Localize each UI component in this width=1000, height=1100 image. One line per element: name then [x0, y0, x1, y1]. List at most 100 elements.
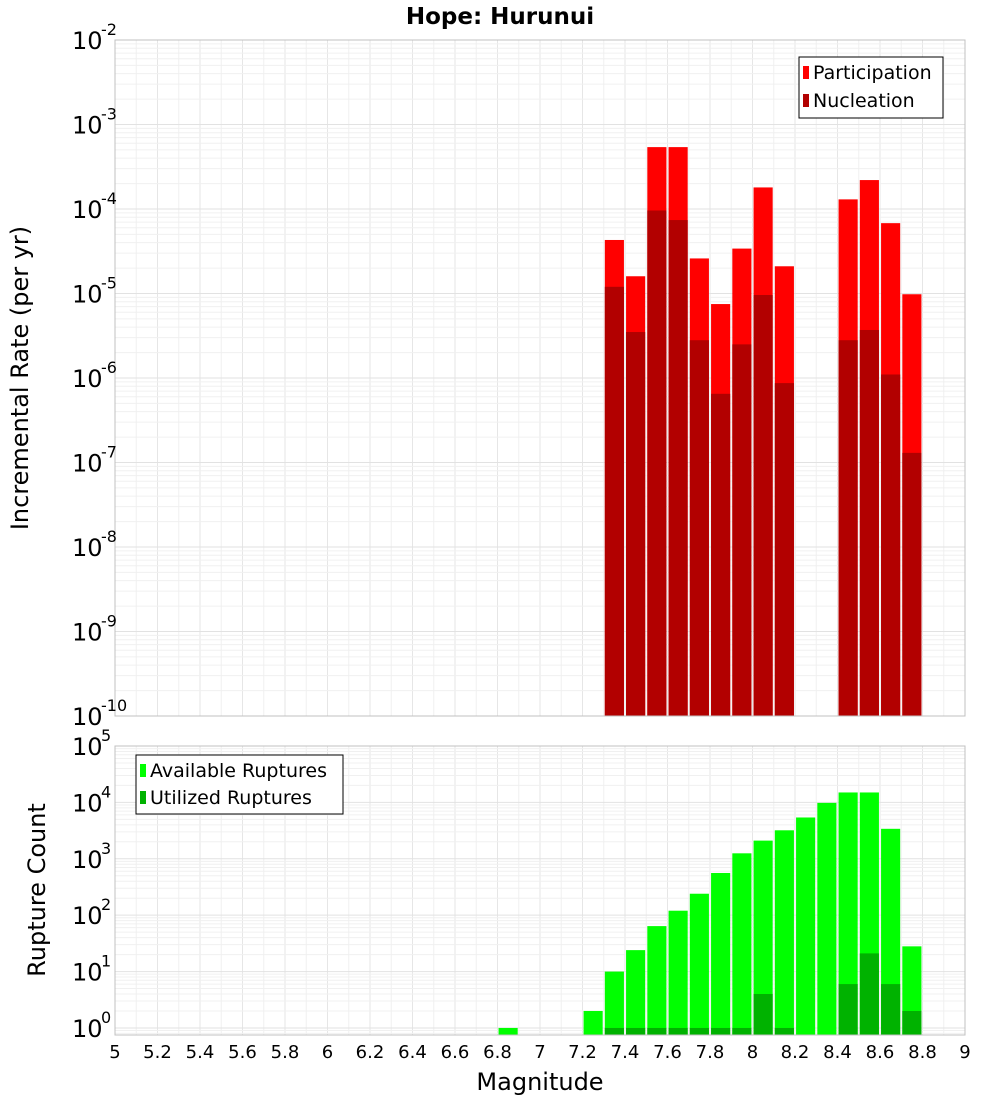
count-y-tick-base: 10	[72, 733, 103, 761]
available-bar	[604, 971, 624, 1035]
rate-legend-box	[798, 56, 944, 119]
available-bar	[732, 853, 752, 1035]
legend-label-available: Available Ruptures	[150, 760, 327, 782]
legend-label-participation: Participation	[813, 62, 932, 84]
utilized-bar	[689, 1027, 709, 1035]
x-tick-label: 6.2	[356, 1042, 385, 1063]
nucleation-bar	[881, 374, 901, 716]
available-bar	[817, 802, 837, 1035]
count-y-tick-exp: 4	[101, 782, 111, 801]
rate-y-tick-exp: -9	[101, 612, 117, 631]
utilized-bar	[604, 1027, 624, 1035]
nucleation-bar	[626, 332, 646, 716]
rate-y-tick-exp: -4	[101, 189, 117, 208]
x-tick-label: 5.6	[228, 1042, 257, 1063]
rate-plot-frame	[114, 39, 966, 717]
available-bar	[583, 1010, 603, 1035]
x-tick-label: 6.8	[483, 1042, 512, 1063]
x-tick-label: 5.4	[186, 1042, 215, 1063]
available-bar	[498, 1027, 518, 1035]
rate-y-tick-exp: -10	[101, 696, 127, 715]
x-tick-label: 5.8	[271, 1042, 300, 1063]
rate-y-tick-exp: -6	[101, 358, 117, 377]
nucleation-bar	[604, 286, 624, 716]
count-y-tick-exp: 5	[101, 726, 111, 745]
rate-y-tick-base: 10	[72, 281, 103, 309]
nucleation-bar	[647, 210, 667, 716]
nucleation-bar	[838, 340, 858, 716]
count-y-tick-exp: 3	[101, 839, 111, 858]
count-y-tick-exp: 0	[101, 1008, 111, 1027]
x-tick-label: 9	[959, 1042, 970, 1063]
nucleation-bar	[774, 383, 794, 716]
rate-y-tick-base: 10	[72, 703, 103, 731]
x-tick-label: 8.2	[781, 1042, 810, 1063]
utilized-bar	[626, 1027, 646, 1035]
utilized-bar	[668, 1027, 688, 1035]
legend-swatch-nucleation	[803, 94, 809, 107]
x-tick-label: 6.6	[441, 1042, 470, 1063]
rate-y-tick-exp: -5	[101, 274, 117, 293]
count-plot-frame	[114, 745, 966, 1036]
utilized-bar	[647, 1027, 667, 1035]
rate-y-tick-base: 10	[72, 450, 103, 478]
utilized-bar	[732, 1027, 752, 1035]
count-y-axis-label: Rupture Count	[23, 803, 51, 977]
nucleation-bar	[753, 294, 773, 716]
count-legend-box	[135, 754, 344, 815]
rate-y-tick-exp: -8	[101, 527, 117, 546]
rate-panel: 10-210-310-410-510-610-710-810-910-10 In…	[6, 20, 966, 731]
utilized-bar	[881, 984, 901, 1035]
rate-legend: Participation Nucleation	[798, 56, 944, 119]
legend-label-utilized: Utilized Ruptures	[150, 787, 312, 809]
x-tick-label: 8.4	[823, 1042, 852, 1063]
available-bar	[753, 840, 773, 1035]
x-tick-label: 7.2	[568, 1042, 597, 1063]
x-tick-label: 6.4	[398, 1042, 427, 1063]
legend-swatch-participation	[803, 66, 809, 79]
x-tick-label: 8	[747, 1042, 758, 1063]
utilized-bar	[838, 984, 858, 1035]
nucleation-bar	[859, 329, 879, 716]
count-y-tick-base: 10	[72, 902, 103, 930]
rate-y-tick-exp: -7	[101, 443, 117, 462]
available-bar	[838, 792, 858, 1035]
x-tick-label: 7.4	[611, 1042, 640, 1063]
x-tick-label: 8.6	[866, 1042, 895, 1063]
rate-y-ticks: 10-210-310-410-510-610-710-810-910-10	[72, 20, 127, 731]
utilized-bar	[859, 953, 879, 1035]
rate-bars	[114, 39, 966, 717]
count-y-tick-base: 10	[72, 846, 103, 874]
utilized-bar	[774, 1027, 794, 1035]
count-y-tick-base: 10	[72, 1015, 103, 1043]
count-bars	[114, 745, 966, 1036]
available-bar	[647, 926, 667, 1035]
x-tick-label: 7.6	[653, 1042, 682, 1063]
rate-y-tick-base: 10	[72, 112, 103, 140]
rate-y-tick-base: 10	[72, 619, 103, 647]
count-y-tick-exp: 2	[101, 895, 111, 914]
legend-label-nucleation: Nucleation	[813, 90, 915, 112]
legend-swatch-available	[140, 764, 146, 777]
available-bar	[668, 910, 688, 1035]
x-tick-label: 8.8	[908, 1042, 937, 1063]
nucleation-bar	[711, 393, 731, 716]
utilized-bar	[753, 994, 773, 1035]
count-y-tick-exp: 1	[101, 952, 111, 971]
chart-title: Hope: Hurunui	[406, 4, 594, 30]
available-bar	[626, 950, 646, 1035]
rate-y-tick-base: 10	[72, 365, 103, 393]
nucleation-bar	[668, 220, 688, 716]
available-bar	[796, 817, 816, 1035]
x-tick-label: 7	[534, 1042, 545, 1063]
count-y-tick-base: 10	[72, 789, 103, 817]
available-bar	[774, 830, 794, 1035]
utilized-bar	[902, 1010, 922, 1035]
x-tick-label: 5	[109, 1042, 120, 1063]
rate-y-tick-exp: -3	[101, 105, 117, 124]
nucleation-bar	[689, 340, 709, 716]
x-tick-label: 6	[322, 1042, 333, 1063]
rate-grid	[114, 40, 966, 717]
utilized-bar	[711, 1027, 731, 1035]
